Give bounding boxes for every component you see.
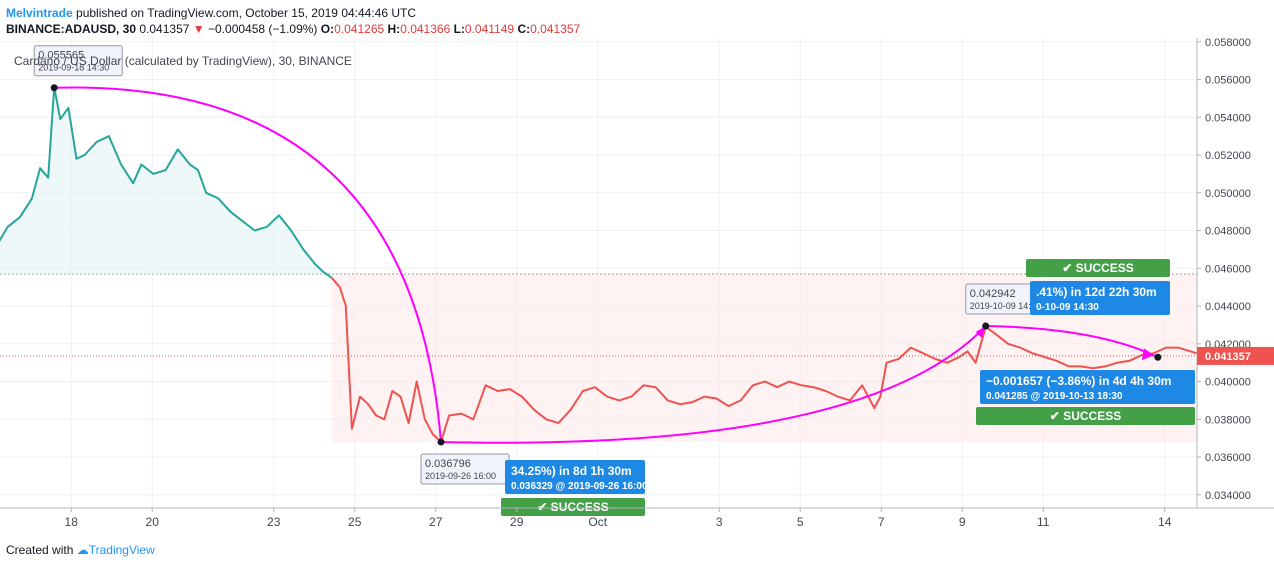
price-change: −0.000458 (−1.09%) [208, 22, 318, 36]
price-tick-label: 0.050000 [1205, 188, 1251, 200]
arrow-down [54, 86, 442, 443]
time-tick-label: 23 [267, 515, 281, 529]
measure-text: .41%) in 12d 22h 30m [1036, 285, 1157, 299]
time-tick-label: 3 [716, 515, 723, 529]
time-tick-label: 29 [510, 515, 524, 529]
high-value: 0.041366 [400, 22, 451, 36]
price-tick-label: 0.058000 [1205, 38, 1251, 49]
close-value: 0.041357 [530, 22, 581, 36]
price-tick-label: 0.044000 [1205, 301, 1251, 313]
low-value: 0.041149 [464, 22, 515, 36]
last-price-tag [1197, 346, 1274, 365]
success-badge [976, 407, 1195, 425]
annotation-date: 2019-09-18 14:30 [38, 63, 109, 73]
price-tick-label: 0.052000 [1205, 150, 1251, 162]
projection-arrows [54, 86, 1159, 444]
price-tick-label: 0.054000 [1205, 112, 1251, 124]
time-tick-label: 14 [1158, 515, 1172, 529]
time-tick-label: 27 [429, 515, 443, 529]
time-tick-label: 18 [65, 515, 79, 529]
time-tick-label: 11 [1037, 515, 1050, 529]
measure-box [980, 370, 1195, 404]
symbol-label: BINANCE:ADAUSD, 30 [6, 22, 137, 36]
open-label: O: [320, 22, 335, 36]
success-badge [1026, 259, 1170, 277]
time-axis[interactable]: 6182023252729Oct35791114 [0, 508, 1172, 529]
annotation-point [437, 438, 445, 446]
annotation-price: 0.055565 [38, 50, 84, 62]
annotation-point [1154, 353, 1162, 361]
price-tick-label: 0.034000 [1205, 490, 1251, 502]
time-tick-label: 25 [348, 515, 362, 529]
down-arrow-icon: ▼ [192, 22, 205, 36]
success-text: ✔ SUCCESS [537, 500, 608, 514]
measure-text: −0.001657 (−3.86%) in 4d 4h 30m [986, 374, 1171, 388]
time-tick-label: 20 [146, 515, 160, 529]
series-fill [0, 87, 332, 278]
low-label: L: [453, 22, 465, 36]
tradingview-brand[interactable]: TradingView [88, 543, 155, 557]
price-tick-label: 0.038000 [1205, 414, 1251, 426]
measure-sub: 0.041285 @ 2019-10-13 18:30 [986, 391, 1123, 402]
annotation-box [33, 45, 123, 77]
created-with-text: Created with [6, 543, 74, 557]
arrow-right [985, 325, 1159, 359]
time-tick-label: Oct [588, 515, 607, 529]
price-tick-label: 0.040000 [1205, 377, 1251, 389]
success-badge [501, 498, 645, 516]
last-price: 0.041357 [139, 22, 190, 36]
annotation-point [982, 322, 990, 330]
time-tick-label: 7 [878, 515, 885, 529]
measure-text: 34.25%) in 8d 1h 30m [511, 464, 632, 478]
price-series [0, 86, 1203, 443]
measure-sub: 0-10-09 14:30 [1036, 302, 1099, 313]
measure-box [505, 460, 645, 494]
arrowhead-up [975, 326, 986, 339]
time-tick-label: 5 [797, 515, 804, 529]
price-tick-label: 0.056000 [1205, 75, 1251, 87]
annotation-date: 2019-10-09 14:00 [970, 301, 1041, 311]
price-tick-label: 0.036000 [1205, 452, 1251, 464]
chart-title: Cardano / US Dollar (calculated by Tradi… [14, 54, 352, 68]
chart-header: Melvintrade published on TradingView.com… [6, 5, 580, 37]
measure-box [1030, 281, 1170, 315]
price-axis[interactable]: 0.058000 0.056000 0.054000 0.052000 0.050000… [1197, 38, 1274, 502]
series-line [330, 277, 1203, 443]
footer: Created with ☁TradingView [6, 543, 155, 557]
open-value: 0.041265 [334, 22, 385, 36]
success-text: ✔ SUCCESS [1050, 409, 1121, 423]
success-text: ✔ SUCCESS [1062, 261, 1133, 275]
time-tick-label: 9 [959, 515, 966, 529]
arrow-up [440, 325, 987, 444]
annotation-date: 2019-09-26 16:00 [425, 471, 496, 481]
close-label: C: [517, 22, 531, 36]
tradingview-logo-icon[interactable]: ☁ [76, 543, 89, 557]
measure-boxes: 34.25%) in 8d 1h 30m 0.036329 @ 2019-09-2… [501, 259, 1195, 516]
price-tick-label: 0.048000 [1205, 226, 1251, 238]
annotation-price: 0.042942 [970, 288, 1016, 300]
arrowhead-right [1141, 348, 1154, 361]
annotation-point [50, 84, 58, 92]
high-label: H: [387, 22, 401, 36]
author-name[interactable]: Melvintrade [6, 6, 73, 20]
published-text: published on TradingView.com, October 15… [76, 6, 417, 20]
annotation-price: 0.036796 [425, 458, 471, 470]
measure-sub: 0.036329 @ 2019-09-26 16:00 [511, 481, 648, 492]
last-price-tag-label: 0.041357 [1205, 351, 1251, 363]
price-tick-label: 0.046000 [1205, 263, 1251, 275]
series-line [0, 86, 333, 279]
